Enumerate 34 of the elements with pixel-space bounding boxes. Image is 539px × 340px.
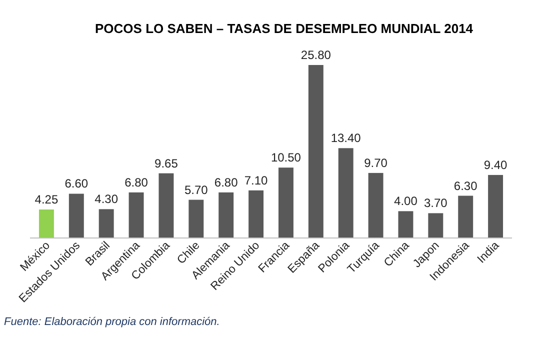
data-label: 13.40 [330, 131, 362, 146]
bar [38, 210, 54, 238]
data-label: 4.00 [394, 194, 418, 208]
bar [458, 196, 474, 238]
bar [488, 174, 504, 238]
data-label: 6.30 [454, 178, 478, 193]
bar [98, 209, 114, 238]
bar [308, 65, 324, 238]
data-label: 7.10 [244, 173, 268, 188]
bar [428, 213, 444, 238]
bar [338, 148, 354, 238]
data-label: 6.80 [124, 175, 148, 190]
bar [68, 194, 84, 238]
bar [218, 192, 234, 238]
bar [278, 168, 294, 238]
data-label: 6.80 [214, 175, 238, 190]
bar [368, 172, 384, 238]
bar [188, 200, 204, 238]
data-label: 9.65 [154, 156, 178, 170]
data-label: 4.30 [94, 192, 118, 206]
data-label: 10.50 [270, 150, 302, 165]
bar [248, 190, 264, 238]
bar [128, 192, 144, 238]
data-label: 25.80 [300, 48, 332, 62]
data-label: 3.70 [424, 196, 448, 210]
data-label: 9.40 [484, 158, 508, 172]
bar [398, 211, 414, 238]
source-note: Fuente: Elaboración propia con información. [4, 316, 220, 328]
bar [158, 173, 174, 238]
data-label: 4.25 [34, 192, 58, 206]
chart-title: POCOS LO SABEN – TASAS DE DESEMPLEO MUNDIAL 2014 [95, 21, 474, 36]
data-label: 5.70 [184, 182, 208, 197]
data-label: 6.60 [64, 176, 88, 191]
data-label: 9.70 [364, 156, 388, 170]
